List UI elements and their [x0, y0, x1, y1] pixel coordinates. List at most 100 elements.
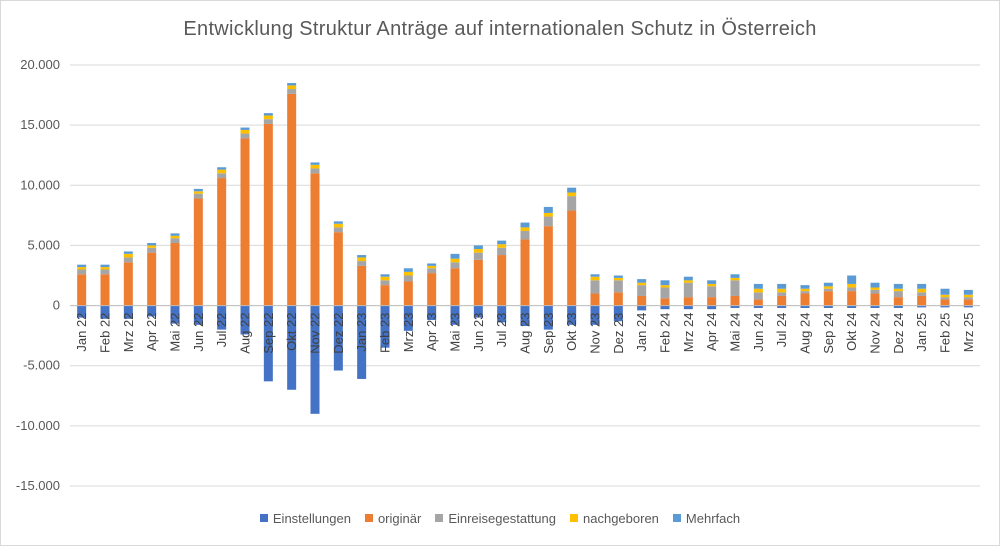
x-category-label: Jul 24 [774, 313, 789, 348]
bar-segment [613, 305, 623, 322]
y-tick-label: 15.000 [20, 117, 60, 132]
bar-segment [590, 276, 600, 281]
legend-item: originär [364, 511, 421, 526]
bar-segment [707, 305, 717, 310]
y-tick-label: 5.000 [27, 237, 60, 252]
x-category-label: Dez 22 [331, 313, 346, 354]
x-category-label: Okt 24 [844, 313, 859, 351]
bar-segment [847, 283, 857, 288]
bar-segment [123, 262, 133, 306]
bar-segment [263, 123, 273, 306]
bar-segment [380, 280, 390, 286]
bar-segment [100, 269, 110, 275]
x-category-label: Sep 22 [261, 313, 276, 354]
x-category-label: Mrz 23 [401, 313, 416, 353]
bar-segment [800, 285, 810, 289]
bar-segment [403, 271, 413, 276]
legend: Einstellungen originär Einreisegestattung n… [0, 511, 1000, 526]
bar-segment [590, 293, 600, 306]
bar-segment [730, 274, 740, 278]
bar-segment [403, 268, 413, 272]
bar-segment [473, 249, 483, 253]
bar-segment [823, 291, 833, 306]
bar-segment [917, 295, 927, 306]
bar-segment [543, 305, 553, 330]
bar-segment [683, 276, 693, 281]
bar-segment [917, 283, 927, 289]
bar-segment [520, 239, 530, 306]
bar-segment [100, 264, 110, 268]
bar-segment [77, 274, 87, 306]
bar-segment [567, 210, 577, 306]
bar-segment [333, 223, 343, 228]
bar-segment [240, 129, 250, 134]
bar-segment [403, 281, 413, 306]
bar-segment [357, 257, 367, 262]
legend-label: Einreisegestattung [448, 511, 556, 526]
bar-segment [170, 235, 180, 239]
bar-segment [590, 280, 600, 294]
x-category-label: Okt 22 [284, 313, 299, 351]
bar-segment [613, 275, 623, 278]
bar-segment [193, 191, 203, 194]
bar-segment [777, 305, 787, 308]
bar-segment [450, 258, 460, 263]
bar-segment [800, 305, 810, 308]
x-category-label: Feb 24 [658, 313, 673, 353]
bar-segment [287, 305, 297, 390]
bar-segment [100, 274, 110, 306]
bar-segment [170, 233, 180, 236]
chart-title: Entwicklung Struktur Anträge auf interna… [183, 18, 817, 40]
bar-segment [520, 227, 530, 231]
bar-segment [893, 283, 903, 289]
x-category-label: Sep 24 [821, 313, 836, 354]
bar-segment [217, 169, 227, 174]
bar-segment [473, 259, 483, 306]
bar-segment [963, 289, 973, 295]
x-category-label: Jun 22 [191, 313, 206, 352]
bar-segment [847, 305, 857, 308]
bar-segment [893, 288, 903, 292]
bar-segment [777, 295, 787, 306]
bar-segment [240, 127, 250, 130]
bar-segment [357, 305, 367, 379]
bar-segment [147, 247, 157, 253]
bar-segment [100, 267, 110, 270]
x-category-label: Jun 24 [751, 313, 766, 352]
bar-segment [963, 299, 973, 306]
bar-segment [543, 226, 553, 306]
bar-segment [777, 292, 787, 296]
bar-segment [917, 292, 927, 296]
bar-segment [217, 178, 227, 306]
bar-segment [77, 267, 87, 270]
x-category-label: Nov 24 [868, 313, 883, 354]
bar-segment [473, 252, 483, 260]
bar-segment [333, 221, 343, 224]
x-category-label: Mrz 24 [681, 313, 696, 353]
bar-segment [543, 216, 553, 227]
legend-swatch [672, 514, 681, 522]
bar-segment [963, 294, 973, 298]
bar-segment [427, 268, 437, 274]
bar-segment [497, 247, 507, 256]
x-category-label: Jul 22 [214, 313, 229, 348]
bar-segment [870, 305, 880, 308]
bar-segment [357, 265, 367, 306]
bar-segment [240, 305, 250, 335]
bar-segment [683, 280, 693, 283]
bar-segment [147, 252, 157, 306]
bar-segment [240, 138, 250, 306]
bar-segment [520, 305, 530, 327]
bar-segment [777, 283, 787, 289]
bar-segment [870, 282, 880, 288]
bar-segment [613, 277, 623, 281]
x-category-label: Apr 23 [424, 313, 439, 351]
bar-segment [193, 193, 203, 199]
bar-segment [310, 305, 320, 414]
x-category-label: Feb 23 [378, 313, 393, 353]
bar-segment [287, 89, 297, 94]
y-tick-label: -5.000 [23, 358, 60, 373]
bar-segment [123, 253, 133, 258]
bar-segment [637, 282, 647, 286]
bar-segment [77, 305, 87, 318]
